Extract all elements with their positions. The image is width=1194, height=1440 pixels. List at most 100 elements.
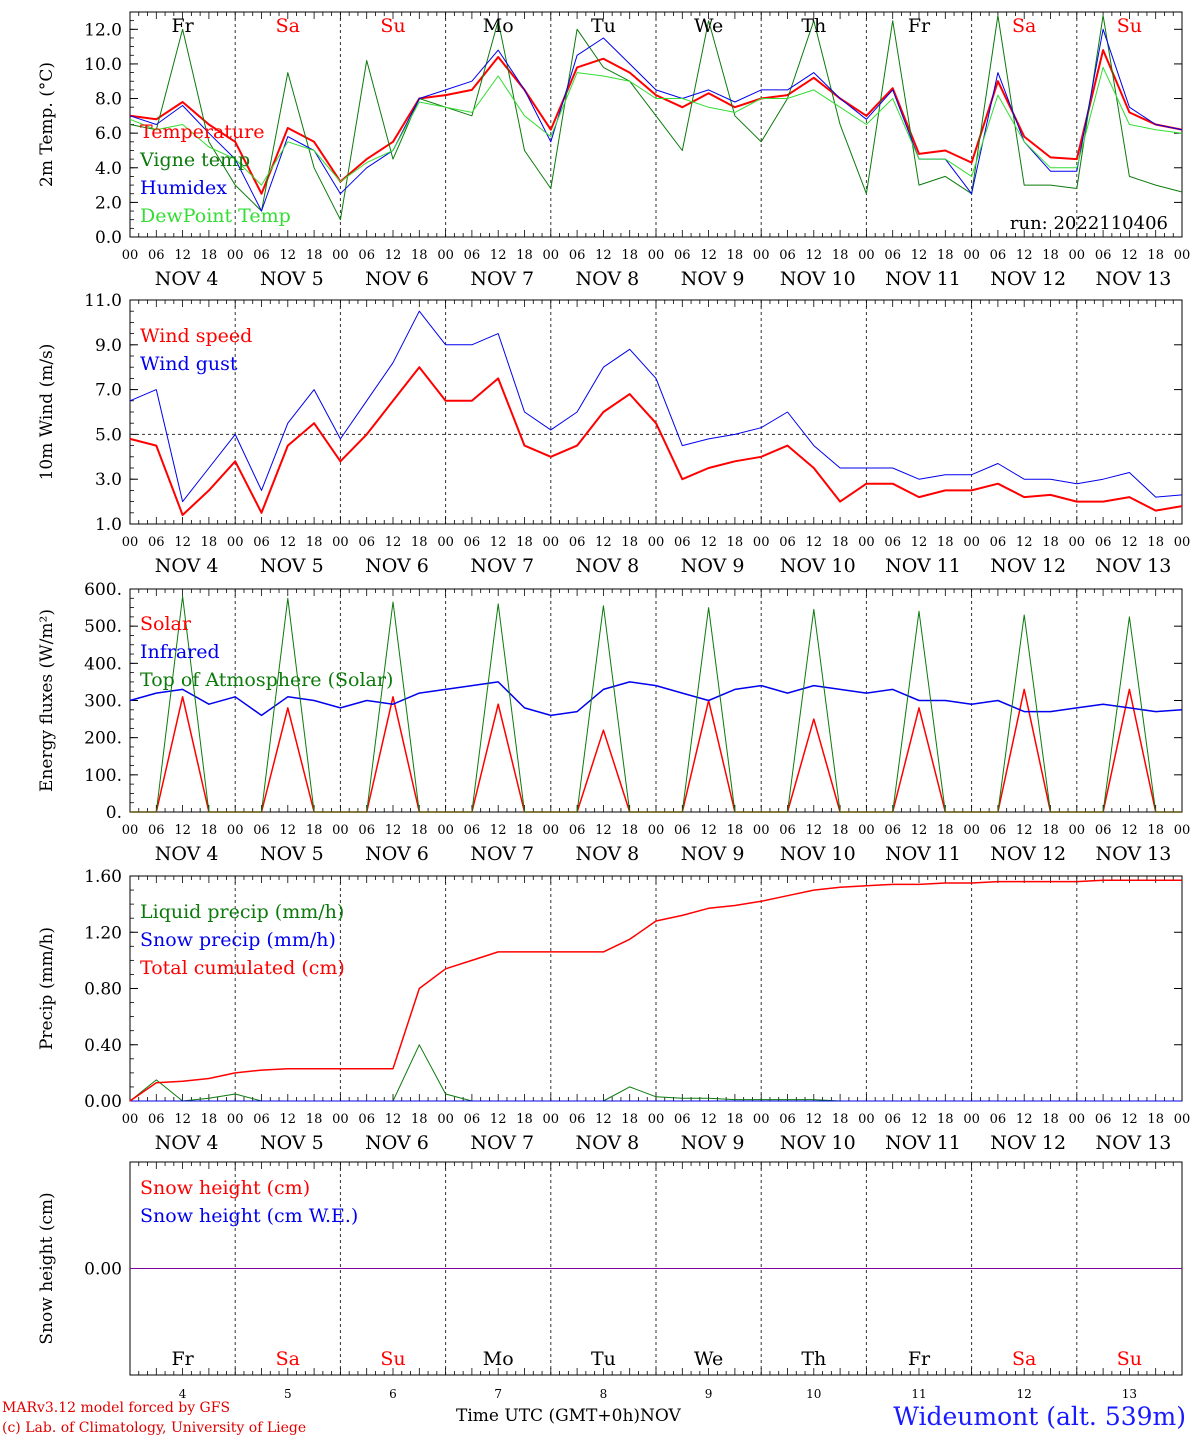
hour-label: 12 — [385, 248, 402, 263]
x-axis-label: Time UTC (GMT+0h)NOV — [456, 1406, 681, 1426]
hour-label: 06 — [569, 1112, 586, 1127]
hour-label: 12 — [174, 823, 191, 838]
date-label: NOV 13 — [1095, 843, 1171, 865]
hour-label: 12 — [174, 535, 191, 550]
date-label: NOV 13 — [1095, 555, 1171, 577]
hour-label: 12 — [385, 1112, 402, 1127]
date-label: NOV 11 — [885, 268, 961, 290]
hour-label: 00 — [437, 248, 454, 263]
date-label: NOV 7 — [470, 843, 534, 865]
hour-label: 00 — [1069, 1112, 1086, 1127]
legend-entry: Temperature — [140, 121, 264, 143]
y-tick-label: 11.0 — [84, 291, 122, 311]
y-tick-label: 600. — [84, 580, 122, 600]
date-label: NOV 5 — [260, 843, 324, 865]
hour-label: 12 — [1016, 535, 1033, 550]
hour-label: 18 — [411, 248, 428, 263]
hour-label: 00 — [332, 535, 349, 550]
y-axis-label: 10m Wind (m/s) — [37, 344, 57, 481]
hour-label: 06 — [674, 535, 691, 550]
hour-label: 06 — [990, 535, 1007, 550]
hour-label: 06 — [674, 248, 691, 263]
hour-label: 00 — [543, 823, 560, 838]
date-label: NOV 11 — [885, 1132, 961, 1154]
hour-label: 06 — [358, 535, 375, 550]
hour-label: 18 — [621, 823, 638, 838]
day-number: 6 — [389, 1387, 397, 1401]
run-label: run: 2022110406 — [1010, 213, 1168, 234]
date-label: NOV 12 — [990, 1132, 1066, 1154]
day-number: 12 — [1017, 1387, 1032, 1401]
hour-label: 00 — [122, 1112, 139, 1127]
hour-label: 12 — [806, 248, 823, 263]
legend-entry: Snow precip (mm/h) — [140, 929, 336, 951]
hour-label: 18 — [411, 1112, 428, 1127]
plot-frame — [129, 588, 1183, 813]
hour-label: 00 — [1174, 535, 1191, 550]
lab-credit: (c) Lab. of Climatology, University of L… — [2, 1420, 307, 1436]
legend-entry: Top of Atmosphere (Solar) — [140, 669, 393, 691]
date-label: NOV 13 — [1095, 1132, 1171, 1154]
hour-label: 00 — [858, 535, 875, 550]
hour-label: 12 — [490, 823, 507, 838]
day-abbr: Sa — [1012, 1348, 1036, 1370]
hour-label: 00 — [227, 535, 244, 550]
hour-label: 18 — [201, 823, 218, 838]
date-label: NOV 9 — [681, 268, 745, 290]
hour-label: 12 — [1121, 248, 1138, 263]
hour-label: 06 — [674, 1112, 691, 1127]
legend-entry: Infrared — [140, 641, 220, 663]
hour-label: 18 — [516, 1112, 533, 1127]
panel-3: 0. 100. 200. 300. 400. 500. 600. Energy fluxes … — [37, 580, 1190, 865]
date-label: NOV 7 — [470, 268, 534, 290]
hour-label: 06 — [1095, 535, 1112, 550]
hour-label: 06 — [884, 823, 901, 838]
hour-label: 06 — [569, 535, 586, 550]
hour-label: 06 — [148, 823, 165, 838]
date-label: NOV 4 — [155, 843, 219, 865]
series-line-humidex — [129, 28, 1183, 212]
hour-label: 00 — [858, 248, 875, 263]
y-tick-label: 1.20 — [84, 923, 122, 943]
hour-label: 12 — [385, 535, 402, 550]
day-abbr: Su — [380, 15, 405, 37]
hour-label: 12 — [595, 1112, 612, 1127]
hour-label: 12 — [911, 823, 928, 838]
hour-label: 18 — [411, 535, 428, 550]
hour-label: 06 — [148, 248, 165, 263]
hour-label: 18 — [1147, 1112, 1164, 1127]
day-number: 8 — [600, 1387, 608, 1401]
y-tick-label: 12.0 — [84, 20, 122, 40]
hour-label: 06 — [674, 823, 691, 838]
hour-label: 18 — [306, 535, 323, 550]
hour-label: 06 — [253, 1112, 270, 1127]
legend-entry: Wind speed — [140, 325, 252, 347]
hour-label: 06 — [253, 535, 270, 550]
hour-label: 00 — [122, 248, 139, 263]
hour-label: 18 — [727, 248, 744, 263]
hour-label: 00 — [227, 1112, 244, 1127]
hour-label: 06 — [253, 248, 270, 263]
hour-label: 18 — [516, 535, 533, 550]
station-title: Wideumont (alt. 539m) — [893, 1402, 1186, 1431]
hour-label: 18 — [1042, 248, 1059, 263]
hour-label: 06 — [569, 248, 586, 263]
y-tick-label: 0.0 — [95, 228, 122, 248]
date-label: NOV 5 — [260, 268, 324, 290]
y-tick-label: 3.0 — [95, 470, 122, 490]
hour-label: 06 — [884, 248, 901, 263]
legend-entry: Wind gust — [140, 353, 238, 375]
x-axis-time-label: Time UTC (GMT+0h) — [456, 1406, 641, 1426]
date-label: NOV 13 — [1095, 268, 1171, 290]
hour-label: 18 — [727, 1112, 744, 1127]
hour-label: 00 — [963, 1112, 980, 1127]
day-abbr: Sa — [1012, 15, 1036, 37]
hour-label: 00 — [543, 248, 560, 263]
hour-label: 06 — [569, 823, 586, 838]
hour-label: 06 — [464, 248, 481, 263]
hour-label: 00 — [648, 248, 665, 263]
day-number: 5 — [284, 1387, 292, 1401]
hour-label: 12 — [595, 248, 612, 263]
hour-label: 12 — [385, 823, 402, 838]
hour-label: 06 — [464, 535, 481, 550]
